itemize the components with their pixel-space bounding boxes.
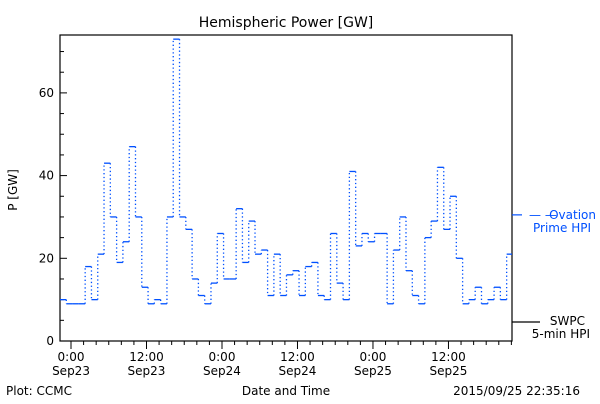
- y-axis-label: P [GW]: [6, 169, 20, 211]
- x-tick-date: Sep23: [52, 364, 90, 378]
- x-tick-date: Sep24: [203, 364, 241, 378]
- legend-ovation-line1: Ovation: [549, 208, 596, 222]
- legend-swpc-line2: 5-min HPI: [532, 327, 590, 341]
- footer-timestamp: 2015/09/25 22:35:16: [453, 384, 580, 398]
- x-tick-time: 0:00: [58, 350, 85, 364]
- footer-plot-credit: Plot: CCMC: [6, 384, 72, 398]
- x-tick-time: 0:00: [359, 350, 386, 364]
- x-tick-date: Sep23: [128, 364, 166, 378]
- legend-swpc-line1: SWPC: [550, 314, 585, 328]
- x-tick-time: 12:00: [280, 350, 315, 364]
- x-tick-date: Sep24: [279, 364, 317, 378]
- plot-frame: [59, 34, 513, 342]
- chart-title: Hemispheric Power [GW]: [199, 15, 374, 31]
- x-axis-label: Date and Time: [242, 384, 330, 398]
- legend-ovation-line2: Prime HPI: [533, 221, 591, 235]
- x-tick-time: 12:00: [129, 350, 164, 364]
- legend-ovation-prefix: — —: [529, 208, 557, 222]
- y-tick-label: 60: [39, 86, 54, 100]
- x-tick-time: 0:00: [209, 350, 236, 364]
- x-tick-date: Sep25: [354, 364, 392, 378]
- y-tick-label: 0: [46, 334, 54, 348]
- x-tick-date: Sep25: [430, 364, 468, 378]
- x-tick-time: 12:00: [431, 350, 466, 364]
- y-tick-label: 40: [39, 169, 54, 183]
- y-tick-label: 20: [39, 251, 54, 265]
